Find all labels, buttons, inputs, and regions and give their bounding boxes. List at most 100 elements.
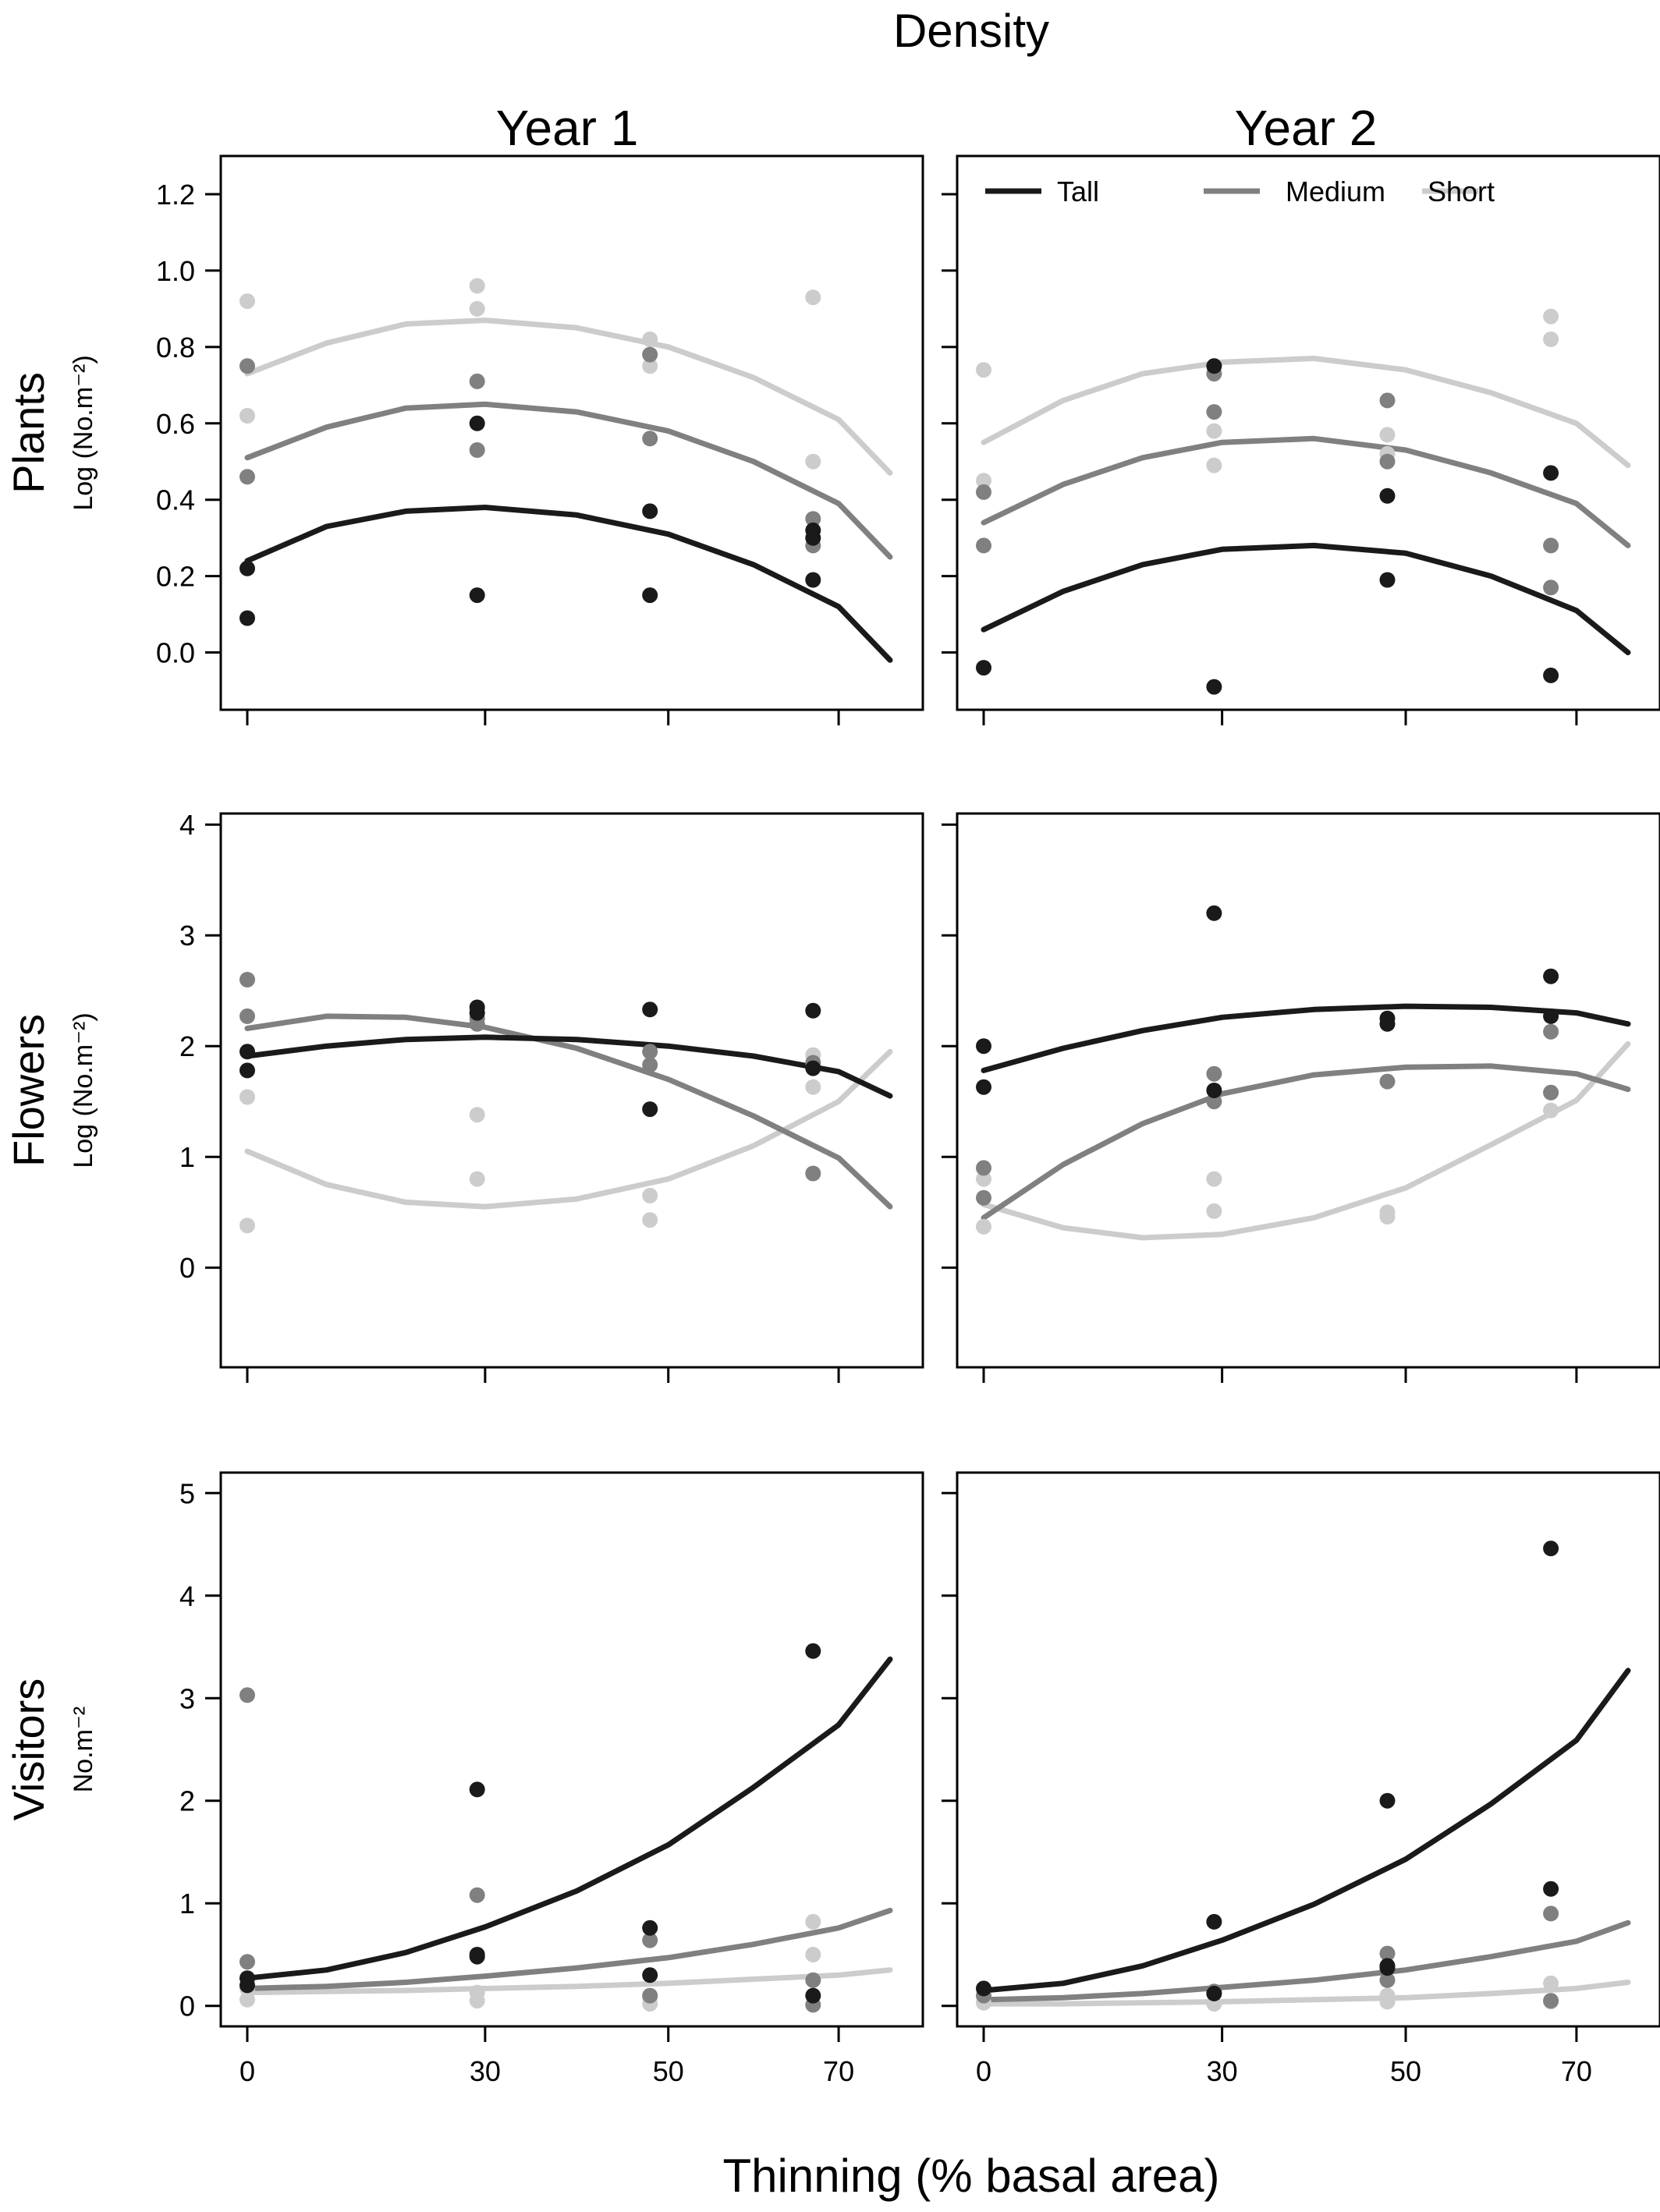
data-point-tall	[805, 572, 821, 588]
data-point-medium	[1543, 1084, 1559, 1101]
y-tick-label: 0.6	[156, 408, 195, 440]
data-point-medium	[469, 1887, 485, 1903]
data-point-tall	[1543, 1881, 1559, 1897]
data-point-medium	[1379, 453, 1396, 470]
y-tick-label: 1.0	[156, 255, 195, 287]
data-point-medium	[642, 1987, 658, 2004]
data-point-medium	[805, 1165, 821, 1182]
data-point-short	[1379, 1208, 1396, 1225]
data-point-short	[976, 362, 991, 378]
x-tick-label: 30	[1207, 2055, 1238, 2087]
data-point-tall	[239, 560, 255, 576]
data-point-medium	[1206, 1065, 1222, 1082]
y-tick-label: 0	[179, 1252, 195, 1284]
data-point-short	[239, 1991, 255, 2008]
data-point-tall	[805, 1060, 821, 1076]
data-point-short	[1543, 1102, 1559, 1118]
panel-flowers-year-2	[942, 812, 1660, 1383]
data-point-tall	[1206, 1913, 1222, 1930]
data-point-short	[239, 293, 255, 310]
data-point-medium	[469, 373, 485, 389]
fit-line-short	[981, 1040, 1631, 1241]
data-point-tall	[469, 415, 485, 431]
data-point-short	[1206, 423, 1222, 439]
data-point-medium	[1379, 392, 1396, 409]
data-point-short	[976, 473, 991, 489]
fit-line-tall	[981, 1668, 1631, 1994]
data-point-tall	[239, 1977, 255, 1994]
data-point-medium	[1543, 1905, 1559, 1922]
data-point-medium	[239, 972, 255, 987]
data-point-medium	[976, 1160, 991, 1176]
legend-label-short: Short	[1428, 175, 1495, 207]
data-point-medium	[1543, 580, 1559, 596]
panel-frame	[219, 154, 924, 711]
y-tick-label: 3	[179, 920, 195, 952]
data-point-short	[1206, 457, 1222, 473]
x-tick-label: 0	[239, 2055, 255, 2087]
data-point-medium	[976, 537, 991, 554]
panel-frame	[956, 1471, 1660, 2028]
data-point-tall	[239, 1044, 255, 1060]
y-tick-label: 4	[179, 809, 195, 841]
y-tick-label: 0.2	[156, 561, 195, 593]
panel-frame	[956, 154, 1660, 711]
data-point-short	[805, 1079, 821, 1095]
data-point-tall	[642, 1001, 658, 1018]
data-point-short	[239, 1089, 255, 1105]
row-title-flowers: Flowers	[4, 1014, 53, 1167]
data-point-tall	[805, 1643, 821, 1659]
data-point-medium	[239, 358, 255, 374]
fit-line-tall	[244, 505, 893, 663]
data-point-tall	[1379, 487, 1396, 504]
data-point-tall	[976, 660, 991, 676]
data-point-medium	[239, 1954, 255, 1970]
data-point-short	[1543, 1975, 1559, 1991]
legend-label-tall: Tall	[1057, 175, 1099, 207]
data-point-short	[1543, 331, 1559, 347]
data-point-medium	[642, 346, 658, 363]
row-title-plants: Plants	[4, 372, 53, 494]
data-point-tall	[1379, 572, 1396, 588]
data-point-medium	[976, 1189, 991, 1206]
data-point-tall	[1379, 1792, 1396, 1809]
data-point-medium	[642, 1932, 658, 1948]
data-point-short	[469, 1993, 485, 2009]
chart-title: Density	[893, 5, 1049, 57]
data-point-tall	[1206, 905, 1222, 921]
x-tick-label: 30	[470, 2055, 501, 2087]
data-point-tall	[976, 1980, 991, 1997]
data-point-medium	[1543, 537, 1559, 554]
y-tick-label: 0	[179, 1990, 195, 2022]
data-point-tall	[805, 1002, 821, 1019]
data-point-tall	[1379, 1016, 1396, 1032]
panel-plants-year-1: 0.0 0.2 0.4 0.6 0.8 1.0 1.2	[156, 154, 924, 725]
data-point-tall	[642, 587, 658, 604]
y-tick-label: 0.4	[156, 484, 195, 516]
y-tick-label: 3	[179, 1682, 195, 1714]
panel-frame	[956, 812, 1660, 1369]
data-point-tall	[469, 1005, 485, 1021]
data-point-short	[1543, 308, 1559, 324]
y-axis-label-plants: Log (No.m⁻²)	[69, 355, 98, 510]
data-point-short	[469, 278, 485, 294]
data-point-medium	[1206, 1094, 1222, 1110]
panel-frame	[219, 812, 924, 1369]
fit-line-tall	[981, 542, 1631, 656]
y-tick-label: 1	[179, 1141, 195, 1173]
data-point-medium	[1206, 404, 1222, 420]
data-point-medium	[642, 1044, 658, 1060]
x-tick-label: 70	[1561, 2055, 1592, 2087]
data-point-medium	[1379, 1073, 1396, 1090]
panels-layer: Plants Log (No.m⁻²) 0.0 0.2 0.4 0.6 0.8 1.0 1.2 T…	[4, 154, 1660, 2087]
panel-flowers-year-1: 0 1 2 3 4	[179, 809, 924, 1383]
data-point-tall	[1206, 679, 1222, 695]
y-tick-label: 0.8	[156, 331, 195, 363]
data-point-tall	[1206, 1985, 1222, 2001]
row-title-visitors: Visitors	[4, 1678, 53, 1821]
data-point-short	[642, 1212, 658, 1228]
fit-line-short	[244, 1967, 893, 1996]
data-point-tall	[805, 1987, 821, 2004]
x-tick-label: 0	[976, 2055, 991, 2087]
